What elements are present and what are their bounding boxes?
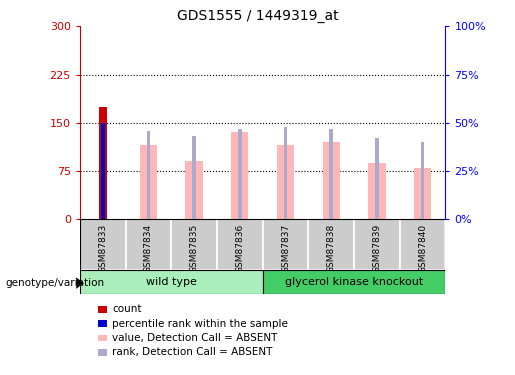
Text: GSM87840: GSM87840 — [418, 224, 427, 273]
Bar — [308, 219, 354, 270]
Bar — [217, 219, 263, 270]
Bar — [238, 129, 242, 219]
Text: GSM87835: GSM87835 — [190, 224, 199, 273]
Text: GSM87836: GSM87836 — [235, 224, 244, 273]
Bar — [368, 163, 386, 219]
Bar — [171, 219, 217, 270]
Bar — [354, 219, 400, 270]
Bar — [126, 219, 171, 270]
Bar — [185, 161, 203, 219]
Text: percentile rank within the sample: percentile rank within the sample — [112, 319, 288, 328]
Bar — [80, 270, 263, 294]
Polygon shape — [76, 278, 84, 289]
Text: rank, Detection Call = ABSENT: rank, Detection Call = ABSENT — [112, 347, 272, 357]
Bar — [330, 129, 333, 219]
Text: GSM87838: GSM87838 — [327, 224, 336, 273]
Bar — [414, 168, 431, 219]
Text: GDS1555 / 1449319_at: GDS1555 / 1449319_at — [177, 9, 338, 23]
Text: value, Detection Call = ABSENT: value, Detection Call = ABSENT — [112, 333, 278, 343]
Text: GSM87833: GSM87833 — [98, 224, 107, 273]
Bar — [263, 219, 308, 270]
Bar — [277, 146, 294, 219]
Text: GSM87839: GSM87839 — [372, 224, 382, 273]
Bar — [140, 146, 157, 219]
Bar — [101, 123, 105, 219]
Bar — [231, 132, 248, 219]
Bar — [421, 142, 424, 219]
Bar — [322, 142, 340, 219]
Bar — [263, 270, 445, 294]
Bar — [147, 130, 150, 219]
Text: GSM87834: GSM87834 — [144, 224, 153, 273]
Bar — [98, 107, 107, 219]
Text: count: count — [112, 304, 142, 314]
Text: GSM87837: GSM87837 — [281, 224, 290, 273]
Bar — [284, 127, 287, 219]
Bar — [375, 138, 379, 219]
Bar — [80, 219, 126, 270]
Text: wild type: wild type — [146, 277, 197, 287]
Bar — [192, 136, 196, 219]
Text: glycerol kinase knockout: glycerol kinase knockout — [285, 277, 423, 287]
Bar — [400, 219, 445, 270]
Text: genotype/variation: genotype/variation — [5, 278, 104, 288]
